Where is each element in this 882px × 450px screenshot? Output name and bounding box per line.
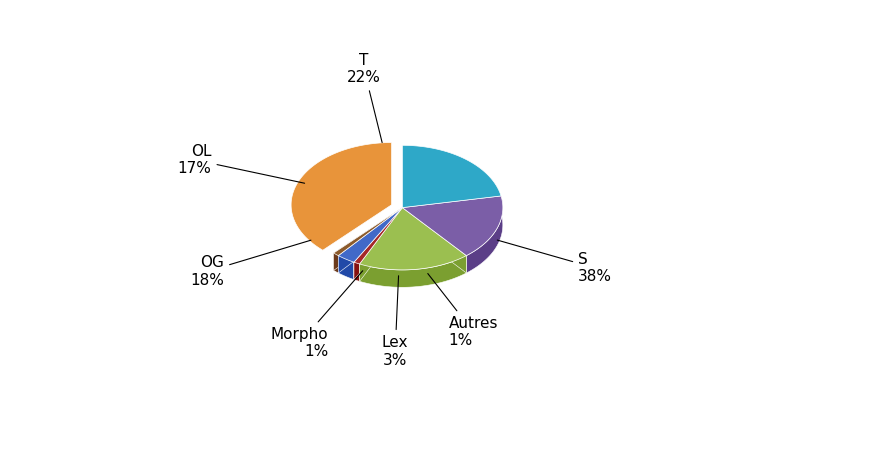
Polygon shape [354,262,360,281]
Polygon shape [467,196,503,273]
Polygon shape [360,207,402,281]
Polygon shape [333,207,402,270]
Text: Morpho
1%: Morpho 1% [271,271,363,359]
Polygon shape [402,196,503,256]
Polygon shape [360,207,402,281]
Text: T
22%: T 22% [348,53,382,143]
Polygon shape [360,207,467,270]
Polygon shape [291,143,392,250]
Polygon shape [339,207,402,273]
Polygon shape [339,207,402,262]
Polygon shape [402,145,501,207]
Text: Autres
1%: Autres 1% [428,274,498,348]
Text: OG
18%: OG 18% [191,240,311,288]
Polygon shape [402,207,467,273]
Text: Lex
3%: Lex 3% [382,276,408,368]
Polygon shape [354,207,402,279]
Polygon shape [354,207,402,279]
Text: S
38%: S 38% [497,240,612,284]
Polygon shape [333,253,339,273]
Polygon shape [360,256,467,287]
Polygon shape [354,207,402,264]
Polygon shape [402,207,467,273]
Polygon shape [339,256,354,279]
Polygon shape [339,207,402,273]
Polygon shape [333,207,402,256]
Text: OL
17%: OL 17% [177,144,304,183]
